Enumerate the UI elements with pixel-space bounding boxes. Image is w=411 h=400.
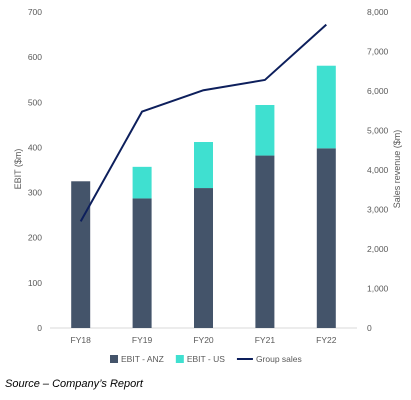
x-tick-label: FY18 <box>71 335 92 345</box>
bar-segment <box>194 188 213 328</box>
y-right-tick-label: 8,000 <box>367 7 389 17</box>
y-right-tick-label: 3,000 <box>367 205 389 215</box>
legend-label: Group sales <box>256 354 302 364</box>
x-tick-label: FY20 <box>193 335 214 345</box>
y-left-tick-label: 100 <box>28 278 42 288</box>
x-tick-label: FY22 <box>316 335 337 345</box>
y-right-tick-label: 2,000 <box>367 244 389 254</box>
legend-label: EBIT - US <box>187 354 225 364</box>
y-left-tick-label: 200 <box>28 233 42 243</box>
y-right-tick-label: 4,000 <box>367 165 389 175</box>
x-tick-label: FY21 <box>255 335 276 345</box>
bar-segment <box>132 198 152 328</box>
bar-segment <box>132 166 152 199</box>
y-left-tick-label: 600 <box>28 52 42 62</box>
x-tick-label: FY19 <box>132 335 153 345</box>
y-right-tick-label: 0 <box>367 323 372 333</box>
legend-label: EBIT - ANZ <box>121 354 164 364</box>
bar-segment <box>255 104 275 156</box>
legend-swatch <box>110 355 118 363</box>
source-note: Source – Company’s Report <box>5 378 143 390</box>
y-left-tick-label: 300 <box>28 188 42 198</box>
bar-segment <box>255 155 275 328</box>
y-right-tick-label: 6,000 <box>367 86 389 96</box>
bar-segment <box>316 148 336 328</box>
chart-area: EBIT ($m) Sales revenue ($m) 0 100 200 300 4… <box>13 7 402 364</box>
y-right-tick-label: 7,000 <box>367 47 389 57</box>
group-sales-line <box>79 23 327 222</box>
y-left-tick-label: 0 <box>37 323 42 333</box>
y-right-tick-label: 5,000 <box>367 126 389 136</box>
ebit-sales-combo-chart: EBIT ($m) Sales revenue ($m) 0 100 200 300 4… <box>13 7 402 364</box>
bar-segment <box>194 142 213 189</box>
y-right-tick-label: 1,000 <box>367 284 389 294</box>
y-axis-right-title: Sales revenue ($m) <box>392 130 402 209</box>
bar-segment <box>316 65 336 149</box>
bar-segment <box>71 181 91 328</box>
y-left-tick-label: 400 <box>28 142 42 152</box>
legend-swatch <box>175 355 184 363</box>
y-left-tick-label: 700 <box>28 7 42 17</box>
y-axis-left-title: EBIT ($m) <box>13 149 23 190</box>
y-left-tick-label: 500 <box>28 97 42 107</box>
